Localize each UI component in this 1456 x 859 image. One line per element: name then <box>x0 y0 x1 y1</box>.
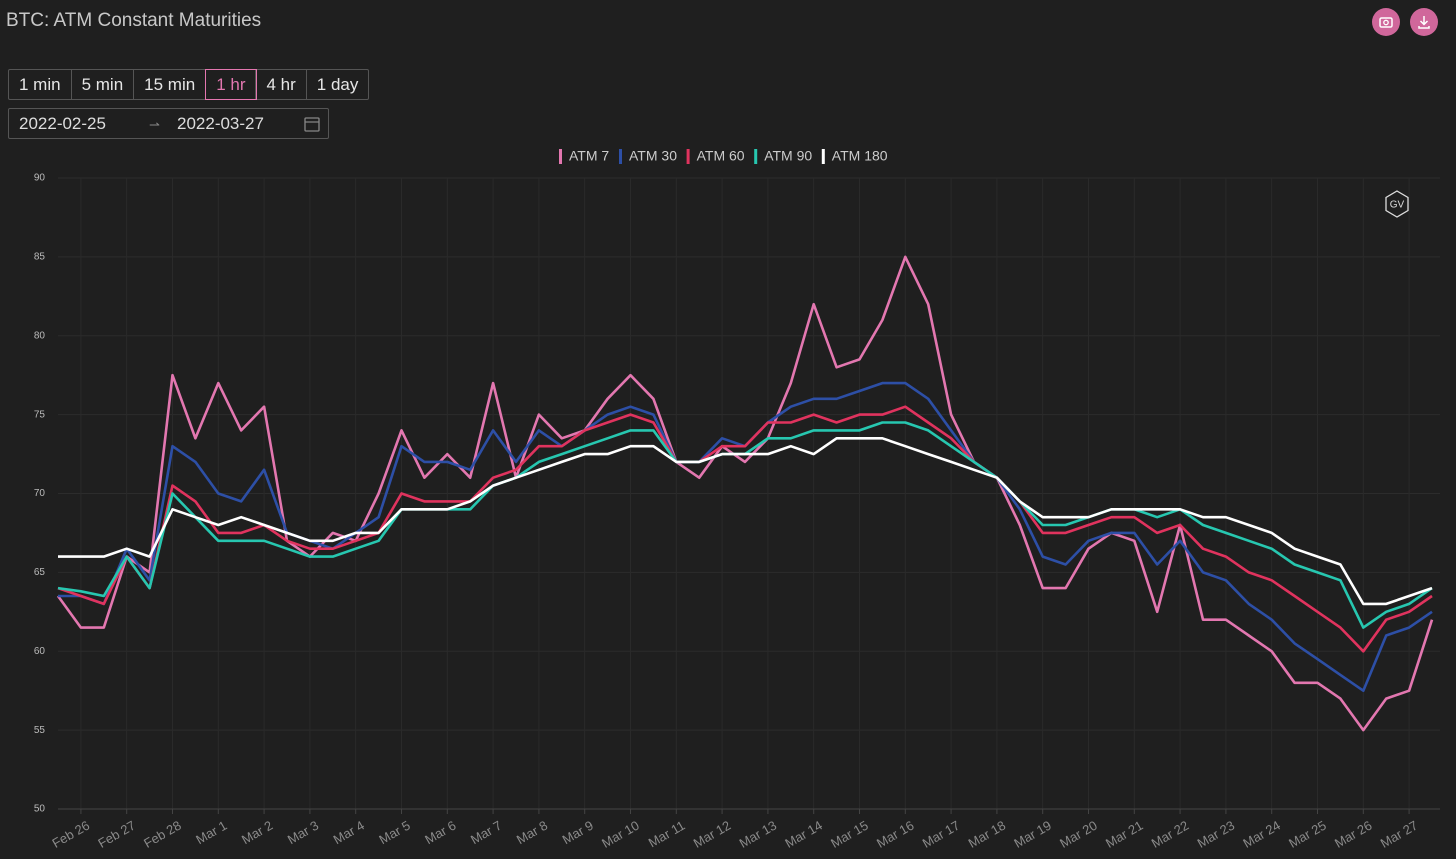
x-tick-label: Feb 26 <box>50 818 93 851</box>
series-line <box>57 405 1433 653</box>
interval-button[interactable]: 1 day <box>316 75 359 94</box>
series-line <box>58 381 1433 692</box>
x-tick-label: Mar 1 <box>193 818 229 848</box>
legend-swatch <box>559 149 562 164</box>
y-tick-label: 65 <box>34 567 46 578</box>
x-tick-label: Mar 26 <box>1332 818 1375 851</box>
date-from[interactable]: 2022-02-25 <box>19 114 106 133</box>
logo-text: GV <box>1390 200 1405 211</box>
logo-hex <box>1385 190 1409 218</box>
x-tick-label: Mar 27 <box>1378 818 1421 851</box>
x-tick-label: Mar 17 <box>920 818 963 851</box>
legend-swatch <box>821 149 825 164</box>
legend-label: ATM 90 <box>764 148 812 164</box>
x-tick-label: Mar 3 <box>285 818 321 848</box>
page-title: BTC: ATM Constant Maturities <box>6 10 262 31</box>
y-tick-label: 60 <box>34 646 46 657</box>
x-tick-label: Mar 25 <box>1286 818 1329 851</box>
y-tick-label: 75 <box>34 409 46 420</box>
y-tick-label: 80 <box>34 330 46 341</box>
legend-swatch <box>686 149 690 164</box>
range-arrow: ⇀ <box>149 117 160 132</box>
x-tick-label: Mar 10 <box>599 818 642 851</box>
x-tick-label: Mar 2 <box>239 818 275 848</box>
download-button[interactable] <box>1410 8 1438 36</box>
calendar-icon <box>304 117 320 132</box>
x-tick-label: Mar 4 <box>331 818 367 848</box>
x-tick-label: Mar 24 <box>1240 818 1283 851</box>
x-tick-label: Mar 8 <box>514 818 550 848</box>
x-tick-label: Mar 16 <box>874 818 917 851</box>
x-tick-label: Mar 15 <box>828 818 871 851</box>
legend-label: ATM 60 <box>697 148 745 164</box>
y-tick-label: 70 <box>34 488 46 499</box>
y-tick-label: 55 <box>34 725 46 736</box>
x-tick-label: Mar 22 <box>1149 818 1192 851</box>
legend-label: ATM 30 <box>629 148 677 164</box>
interval-button[interactable]: 1 hr <box>205 69 258 100</box>
x-tick-label: Mar 9 <box>560 818 596 848</box>
x-tick-label: Mar 23 <box>1195 818 1238 851</box>
interval-button[interactable]: 4 hr <box>256 70 307 99</box>
x-tick-label: Mar 12 <box>691 818 734 851</box>
x-tick-label: Mar 7 <box>468 818 504 848</box>
x-tick-label: Feb 28 <box>141 818 184 851</box>
x-tick-label: Mar 13 <box>737 818 780 851</box>
x-tick-label: Mar 21 <box>1103 818 1146 851</box>
series-line <box>57 421 1433 629</box>
x-tick-label: Mar 11 <box>646 818 688 851</box>
interval-button[interactable]: 15 min <box>134 70 207 99</box>
interval-button[interactable]: 1 min <box>9 70 72 99</box>
legend-swatch <box>754 149 758 164</box>
x-tick-label: Mar 14 <box>782 818 825 851</box>
legend-label: ATM 7 <box>569 148 609 164</box>
interval-button[interactable]: 5 min <box>72 70 135 99</box>
legend-label: ATM 180 <box>832 148 888 164</box>
x-tick-label: Mar 19 <box>1011 818 1054 851</box>
y-tick-label: 85 <box>34 252 46 263</box>
legend-swatch <box>619 149 622 164</box>
x-tick-label: Mar 5 <box>376 818 412 848</box>
x-tick-label: Mar 6 <box>422 818 458 848</box>
y-tick-label: 90 <box>34 173 46 184</box>
x-tick-label: Feb 27 <box>95 818 138 851</box>
series-line <box>58 437 1433 606</box>
date-range[interactable]: 2022-02-25 ⇀ 2022-03-27 <box>8 108 329 139</box>
y-tick-label: 50 <box>34 804 46 815</box>
x-tick-label: Mar 18 <box>966 818 1009 851</box>
interval-selector: 1 min 5 min 15 min 1 hr 4 hr 1 day <box>8 69 370 100</box>
camera-button[interactable] <box>1372 8 1400 36</box>
date-to[interactable]: 2022-03-27 <box>177 114 264 133</box>
series-line <box>56 255 1434 732</box>
x-tick-label: Mar 20 <box>1057 818 1100 851</box>
